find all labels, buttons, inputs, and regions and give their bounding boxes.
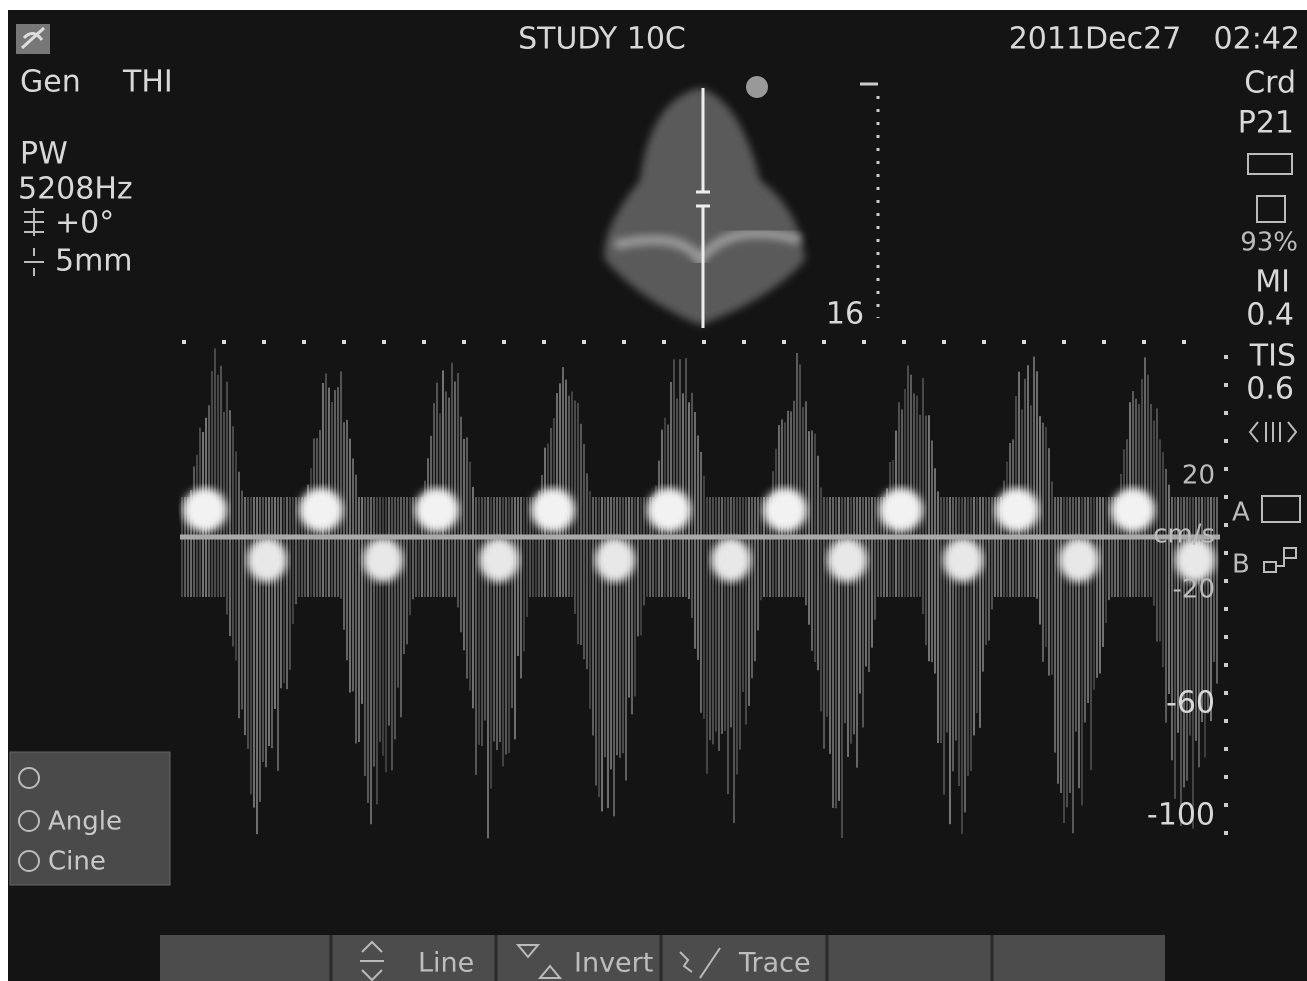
spectrum-trace bbox=[363, 538, 403, 582]
side-label: B bbox=[1232, 550, 1250, 580]
velocity-label: -100 bbox=[1147, 798, 1215, 833]
spectrum-trace bbox=[943, 538, 983, 582]
spectrum-trace bbox=[183, 488, 227, 532]
date: 2011Dec27 bbox=[1009, 22, 1182, 57]
probe: P21 bbox=[1238, 106, 1294, 141]
spectrum-trace bbox=[1059, 538, 1099, 582]
spectrum-trace bbox=[415, 488, 459, 532]
tis-value: 0.6 bbox=[1246, 372, 1294, 407]
spectrum-trace bbox=[299, 488, 343, 532]
velocity-label: 20 bbox=[1182, 461, 1215, 491]
study-title: STUDY 10C bbox=[518, 22, 686, 57]
time: 02:42 bbox=[1214, 22, 1300, 57]
spectrum-trace bbox=[1111, 488, 1155, 532]
storage: 93% bbox=[1240, 228, 1298, 258]
mi-value: 0.4 bbox=[1246, 298, 1294, 333]
spectrum-trace bbox=[763, 488, 807, 532]
mi-label: MI bbox=[1255, 265, 1290, 300]
tis-label: TIS bbox=[1249, 339, 1296, 374]
spectrum-trace bbox=[995, 488, 1039, 532]
spectrum-trace bbox=[595, 538, 635, 582]
gate: 5mm bbox=[55, 244, 133, 279]
spectrum-trace bbox=[711, 538, 751, 582]
softkey[interactable]: Invert bbox=[574, 948, 653, 979]
prf: 5208Hz bbox=[18, 172, 133, 207]
softkey[interactable]: Trace bbox=[738, 948, 811, 979]
spectrum-trace bbox=[247, 538, 287, 582]
orientation-dot bbox=[746, 76, 768, 98]
softkey[interactable]: Line bbox=[418, 948, 474, 979]
velocity-label: -60 bbox=[1166, 686, 1215, 721]
side-label: A bbox=[1232, 498, 1250, 528]
angle: +0° bbox=[55, 206, 114, 241]
mode: PW bbox=[20, 137, 68, 172]
velocity-label: -20 bbox=[1173, 575, 1215, 605]
spectrum-trace bbox=[827, 538, 867, 582]
menu-item[interactable]: Angle bbox=[48, 807, 122, 837]
ultrasound-screen: STUDY 10C 2011Dec27 02:42 Gen THI PW 520… bbox=[0, 0, 1307, 981]
exam: Crd bbox=[1244, 66, 1296, 101]
preset: Gen bbox=[20, 65, 81, 100]
menu-item[interactable]: Cine bbox=[48, 847, 106, 877]
preset: THI bbox=[122, 65, 173, 100]
spectrum-trace bbox=[531, 488, 575, 532]
spectrum-trace bbox=[879, 488, 923, 532]
depth: 16 bbox=[826, 297, 864, 332]
velocity-unit: cm/s bbox=[1153, 520, 1215, 550]
spectrum-trace bbox=[647, 488, 691, 532]
angle-icon bbox=[24, 208, 44, 236]
spectrum-trace bbox=[479, 538, 519, 582]
